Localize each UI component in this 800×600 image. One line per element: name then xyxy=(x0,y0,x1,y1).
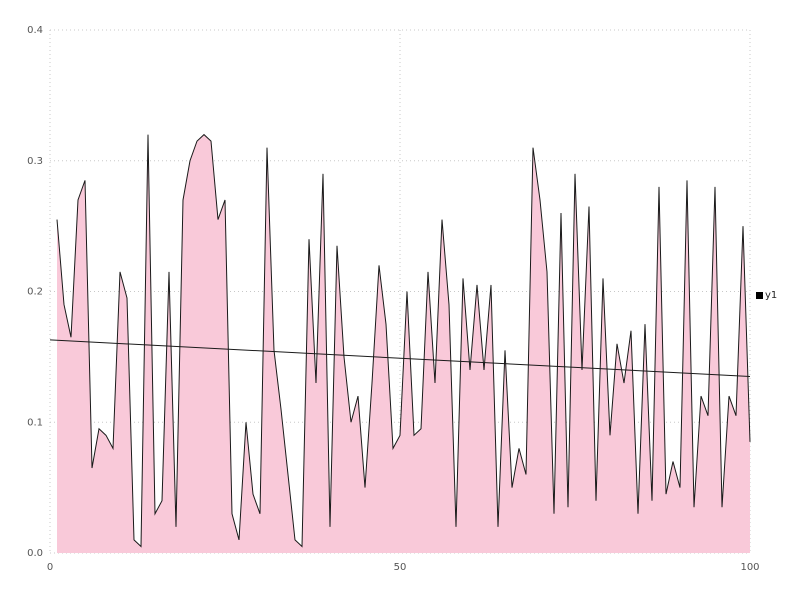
line-series-y1 xyxy=(56,133,751,548)
legend-label-y1: y1 xyxy=(765,290,778,301)
legend: y1 xyxy=(756,290,777,301)
x-tick-label: 0 xyxy=(47,562,53,573)
legend-marker-y1 xyxy=(756,292,763,299)
trend-line xyxy=(49,339,751,377)
y-tick-label: 0.2 xyxy=(27,287,43,298)
y-tick-label: 0.4 xyxy=(27,25,43,36)
x-tick-label: 50 xyxy=(394,562,407,573)
x-tick-label: 100 xyxy=(740,562,759,573)
y-tick-label: 0.1 xyxy=(27,417,43,428)
y-tick-label: 0.0 xyxy=(27,548,43,559)
y-tick-label: 0.3 xyxy=(27,156,43,167)
